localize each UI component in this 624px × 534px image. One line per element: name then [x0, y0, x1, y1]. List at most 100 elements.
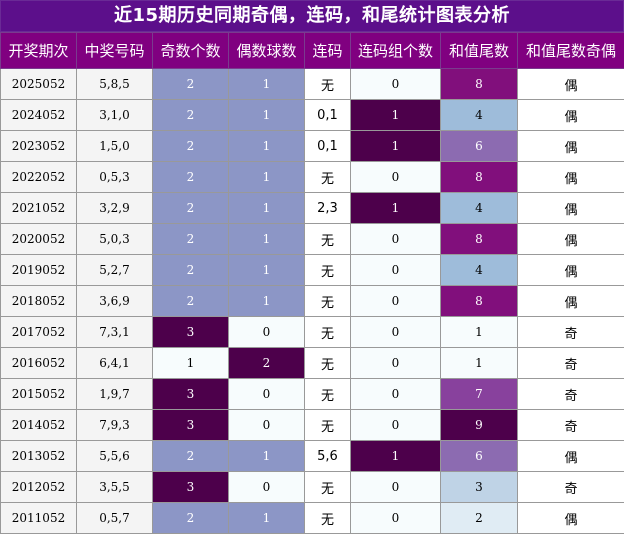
consecutive-cell: 无	[305, 348, 351, 379]
even-count-cell: 1	[229, 255, 305, 286]
numbers-cell: 5,8,5	[77, 69, 153, 100]
consecutive-groups-cell: 1	[351, 441, 441, 472]
period-cell: 2021052	[1, 193, 77, 224]
odd-count-cell: 1	[153, 348, 229, 379]
header-row: 开奖期次 中奖号码 奇数个数 偶数球数 连码 连码组个数 和值尾数 和值尾数奇偶	[1, 33, 624, 69]
consecutive-cell: 无	[305, 410, 351, 441]
sum-tail-cell: 2	[441, 503, 518, 534]
consecutive-cell: 无	[305, 317, 351, 348]
numbers-cell: 3,1,0	[77, 100, 153, 131]
consecutive-cell: 0,1	[305, 100, 351, 131]
sum-tail-cell: 4	[441, 255, 518, 286]
even-count-cell: 1	[229, 286, 305, 317]
numbers-cell: 7,3,1	[77, 317, 153, 348]
consecutive-cell: 无	[305, 503, 351, 534]
period-cell: 2011052	[1, 503, 77, 534]
odd-count-cell: 2	[153, 441, 229, 472]
numbers-cell: 0,5,7	[77, 503, 153, 534]
numbers-cell: 5,5,6	[77, 441, 153, 472]
period-cell: 2012052	[1, 472, 77, 503]
odd-count-cell: 2	[153, 193, 229, 224]
header-odd-count: 奇数个数	[153, 33, 229, 69]
numbers-cell: 5,2,7	[77, 255, 153, 286]
period-cell: 2023052	[1, 131, 77, 162]
sum-tail-parity-cell: 偶	[518, 131, 624, 162]
period-cell: 2019052	[1, 255, 77, 286]
consecutive-groups-cell: 1	[351, 100, 441, 131]
even-count-cell: 1	[229, 69, 305, 100]
even-count-cell: 2	[229, 348, 305, 379]
sum-tail-parity-cell: 偶	[518, 162, 624, 193]
sum-tail-parity-cell: 偶	[518, 441, 624, 472]
header-sum-tail-parity: 和值尾数奇偶	[518, 33, 624, 69]
sum-tail-parity-cell: 奇	[518, 317, 624, 348]
header-period: 开奖期次	[1, 33, 77, 69]
odd-count-cell: 3	[153, 317, 229, 348]
sum-tail-cell: 6	[441, 131, 518, 162]
sum-tail-parity-cell: 偶	[518, 193, 624, 224]
sum-tail-parity-cell: 偶	[518, 286, 624, 317]
sum-tail-parity-cell: 奇	[518, 472, 624, 503]
sum-tail-cell: 1	[441, 317, 518, 348]
sum-tail-cell: 8	[441, 286, 518, 317]
period-cell: 2017052	[1, 317, 77, 348]
consecutive-cell: 无	[305, 379, 351, 410]
even-count-cell: 1	[229, 193, 305, 224]
consecutive-groups-cell: 0	[351, 224, 441, 255]
consecutive-cell: 无	[305, 472, 351, 503]
sum-tail-cell: 3	[441, 472, 518, 503]
header-sum-tail: 和值尾数	[441, 33, 518, 69]
stats-table: 开奖期次 中奖号码 奇数个数 偶数球数 连码 连码组个数 和值尾数 和值尾数奇偶…	[0, 32, 624, 534]
period-cell: 2016052	[1, 348, 77, 379]
odd-count-cell: 2	[153, 503, 229, 534]
consecutive-cell: 无	[305, 162, 351, 193]
consecutive-groups-cell: 0	[351, 472, 441, 503]
even-count-cell: 0	[229, 379, 305, 410]
sum-tail-parity-cell: 偶	[518, 69, 624, 100]
numbers-cell: 7,9,3	[77, 410, 153, 441]
consecutive-cell: 0,1	[305, 131, 351, 162]
odd-count-cell: 2	[153, 255, 229, 286]
consecutive-cell: 5,6	[305, 441, 351, 472]
page-title: 近15期历史同期奇偶，连码，和尾统计图表分析	[0, 0, 624, 32]
consecutive-groups-cell: 0	[351, 503, 441, 534]
even-count-cell: 1	[229, 131, 305, 162]
numbers-cell: 1,9,7	[77, 379, 153, 410]
numbers-cell: 6,4,1	[77, 348, 153, 379]
odd-count-cell: 3	[153, 379, 229, 410]
consecutive-groups-cell: 0	[351, 286, 441, 317]
odd-count-cell: 3	[153, 472, 229, 503]
header-consecutive: 连码	[305, 33, 351, 69]
consecutive-groups-cell: 0	[351, 255, 441, 286]
numbers-cell: 0,5,3	[77, 162, 153, 193]
sum-tail-cell: 6	[441, 441, 518, 472]
consecutive-cell: 无	[305, 224, 351, 255]
sum-tail-parity-cell: 奇	[518, 379, 624, 410]
consecutive-groups-cell: 0	[351, 69, 441, 100]
consecutive-cell: 无	[305, 69, 351, 100]
consecutive-cell: 无	[305, 255, 351, 286]
consecutive-groups-cell: 0	[351, 348, 441, 379]
odd-count-cell: 2	[153, 69, 229, 100]
odd-count-cell: 2	[153, 162, 229, 193]
consecutive-groups-cell: 1	[351, 193, 441, 224]
consecutive-groups-cell: 0	[351, 162, 441, 193]
sum-tail-parity-cell: 偶	[518, 255, 624, 286]
period-cell: 2018052	[1, 286, 77, 317]
period-cell: 2020052	[1, 224, 77, 255]
consecutive-cell: 无	[305, 286, 351, 317]
even-count-cell: 0	[229, 410, 305, 441]
sum-tail-parity-cell: 奇	[518, 348, 624, 379]
period-cell: 2022052	[1, 162, 77, 193]
even-count-cell: 0	[229, 472, 305, 503]
odd-count-cell: 2	[153, 286, 229, 317]
